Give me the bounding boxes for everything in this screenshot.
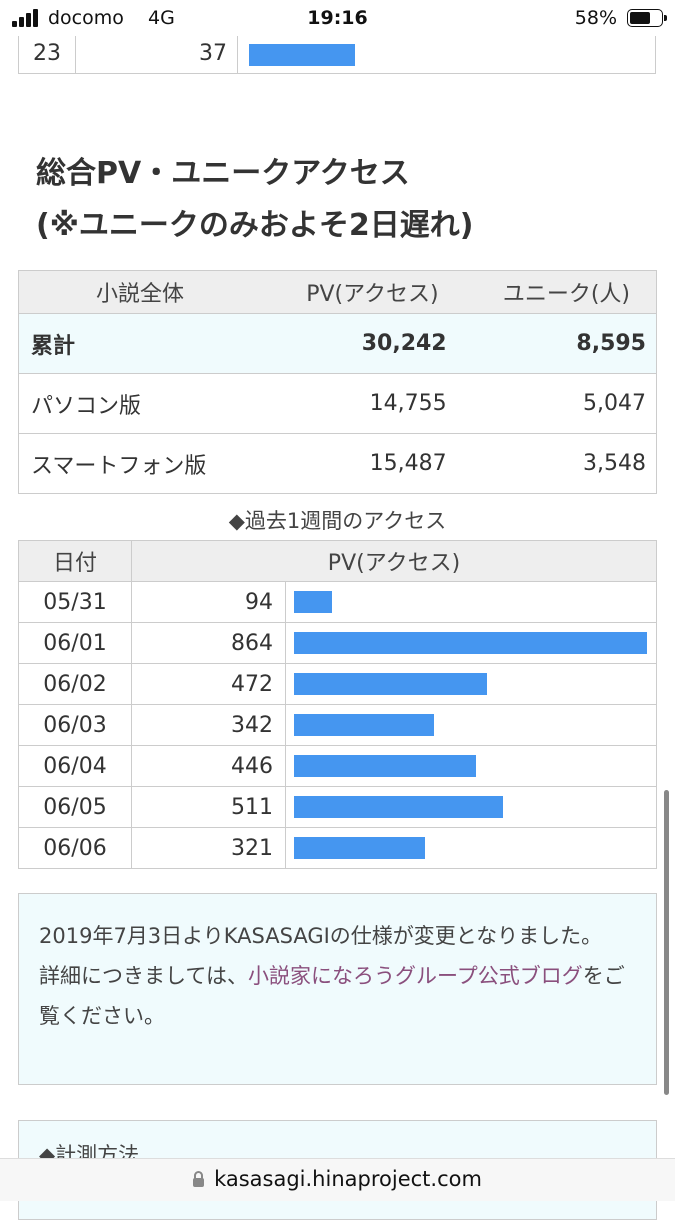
date-cell: 06/04 — [18, 745, 132, 787]
header-unique: ユニーク(人) — [456, 270, 657, 314]
network-type: 4G — [148, 7, 175, 29]
lock-icon — [193, 1170, 205, 1187]
pv-bar — [294, 673, 487, 695]
table-row: 06/06 321 — [18, 827, 657, 869]
date-cell: 06/03 — [18, 704, 132, 746]
pv-cell: 472 — [131, 663, 286, 705]
notice-prefix: 詳細につきましては、 — [39, 964, 248, 988]
table-row: 06/05 511 — [18, 786, 657, 828]
day-cell: 23 — [19, 34, 76, 73]
pv-bar — [294, 714, 434, 736]
notice-suffix: をご覧ください。 — [39, 964, 625, 1028]
header-pv: PV(アクセス) — [131, 540, 657, 582]
row-label: スマートフォン版 — [18, 433, 261, 494]
table-row-total: 累計 30,242 8,595 — [18, 313, 657, 374]
bar-cell — [285, 786, 657, 828]
row-unique: 8,595 — [456, 313, 657, 374]
pv-bar — [294, 796, 503, 818]
value-cell: 37 — [75, 34, 238, 73]
row-label: パソコン版 — [18, 373, 261, 434]
pv-cell: 321 — [131, 827, 286, 869]
header-date: 日付 — [18, 540, 132, 582]
bar-cell — [285, 827, 657, 869]
row-pv: 30,242 — [261, 313, 457, 374]
header-novel: 小説全体 — [18, 270, 261, 314]
pv-cell: 94 — [131, 581, 286, 623]
bar-cell — [285, 745, 657, 787]
pv-cell: 342 — [131, 704, 286, 746]
bar-cell — [285, 663, 657, 705]
summary-table: 小説全体 PV(アクセス) ユニーク(人) 累計 30,242 8,595 パソ… — [18, 270, 657, 494]
bar-cell — [285, 581, 657, 623]
signal-icon — [12, 9, 44, 27]
notice-box: 2019年7月3日よりKASASAGIの仕様が変更となりました。 詳細につきまし… — [18, 893, 657, 1085]
battery-icon — [627, 9, 667, 27]
pv-bar — [294, 591, 332, 613]
table-header: 日付 PV(アクセス) — [18, 540, 657, 582]
carrier-name: docomo — [48, 7, 124, 29]
table-row: 06/04 446 — [18, 745, 657, 787]
table-header: 小説全体 PV(アクセス) ユニーク(人) — [18, 270, 657, 314]
pv-bar — [294, 755, 476, 777]
header-pv: PV(アクセス) — [261, 270, 457, 314]
pv-cell: 511 — [131, 786, 286, 828]
url-text: kasasagi.hinaproject.com — [214, 1167, 482, 1191]
pv-cell: 864 — [131, 622, 286, 664]
row-pv: 14,755 — [261, 373, 457, 434]
bar-cell — [285, 622, 657, 664]
date-cell: 06/05 — [18, 786, 132, 828]
notice-line-1: 2019年7月3日よりKASASAGIの仕様が変更となりました。 — [39, 924, 603, 948]
pv-bar — [294, 837, 425, 859]
table-row-smartphone: スマートフォン版 15,487 3,548 — [18, 433, 657, 494]
weekly-title: ◆過去1週間のアクセス — [228, 509, 447, 533]
battery-percent: 58% — [574, 7, 617, 29]
row-pv: 15,487 — [261, 433, 457, 494]
row-unique: 3,548 — [456, 433, 657, 494]
table-row: 06/02 472 — [18, 663, 657, 705]
notice-line-2: 詳細につきましては、小説家になろうグループ公式ブログをご覧ください。 — [39, 956, 636, 1036]
row-unique: 5,047 — [456, 373, 657, 434]
pv-bar — [294, 632, 647, 654]
page-title: 総合PV・ユニークアクセス (※ユニークのみおよそ2日遅れ) — [36, 148, 473, 252]
status-bar: docomo 4G 19:16 58% — [0, 0, 675, 36]
table-row: 06/01 864 — [18, 622, 657, 664]
date-cell: 05/31 — [18, 581, 132, 623]
weekly-table: 日付 PV(アクセス) 05/31 94 06/01 864 06/02 472 06/03… — [18, 540, 657, 869]
clock: 19:16 — [307, 7, 368, 29]
scrollbar[interactable] — [664, 790, 669, 1095]
address-bar[interactable]: kasasagi.hinaproject.com — [0, 1158, 675, 1201]
title-line-2: (※ユニークのみおよそ2日遅れ) — [36, 208, 474, 243]
table-row: 06/03 342 — [18, 704, 657, 746]
date-cell: 06/01 — [18, 622, 132, 664]
pv-cell: 446 — [131, 745, 286, 787]
bar-cell — [285, 704, 657, 746]
weekly-rows: 05/31 94 06/01 864 06/02 472 06/03 342 06/04 446 0… — [18, 581, 657, 869]
table-row-pc: パソコン版 14,755 5,047 — [18, 373, 657, 434]
date-cell: 06/06 — [18, 827, 132, 869]
table-row: 05/31 94 — [18, 581, 657, 623]
table-row: 23 37 — [18, 34, 656, 74]
official-blog-link[interactable]: 小説家になろうグループ公式ブログ — [247, 964, 583, 988]
date-cell: 06/02 — [18, 663, 132, 705]
pv-bar — [249, 44, 355, 66]
title-line-1: 総合PV・ユニークアクセス — [36, 156, 410, 191]
row-label: 累計 — [18, 313, 261, 374]
